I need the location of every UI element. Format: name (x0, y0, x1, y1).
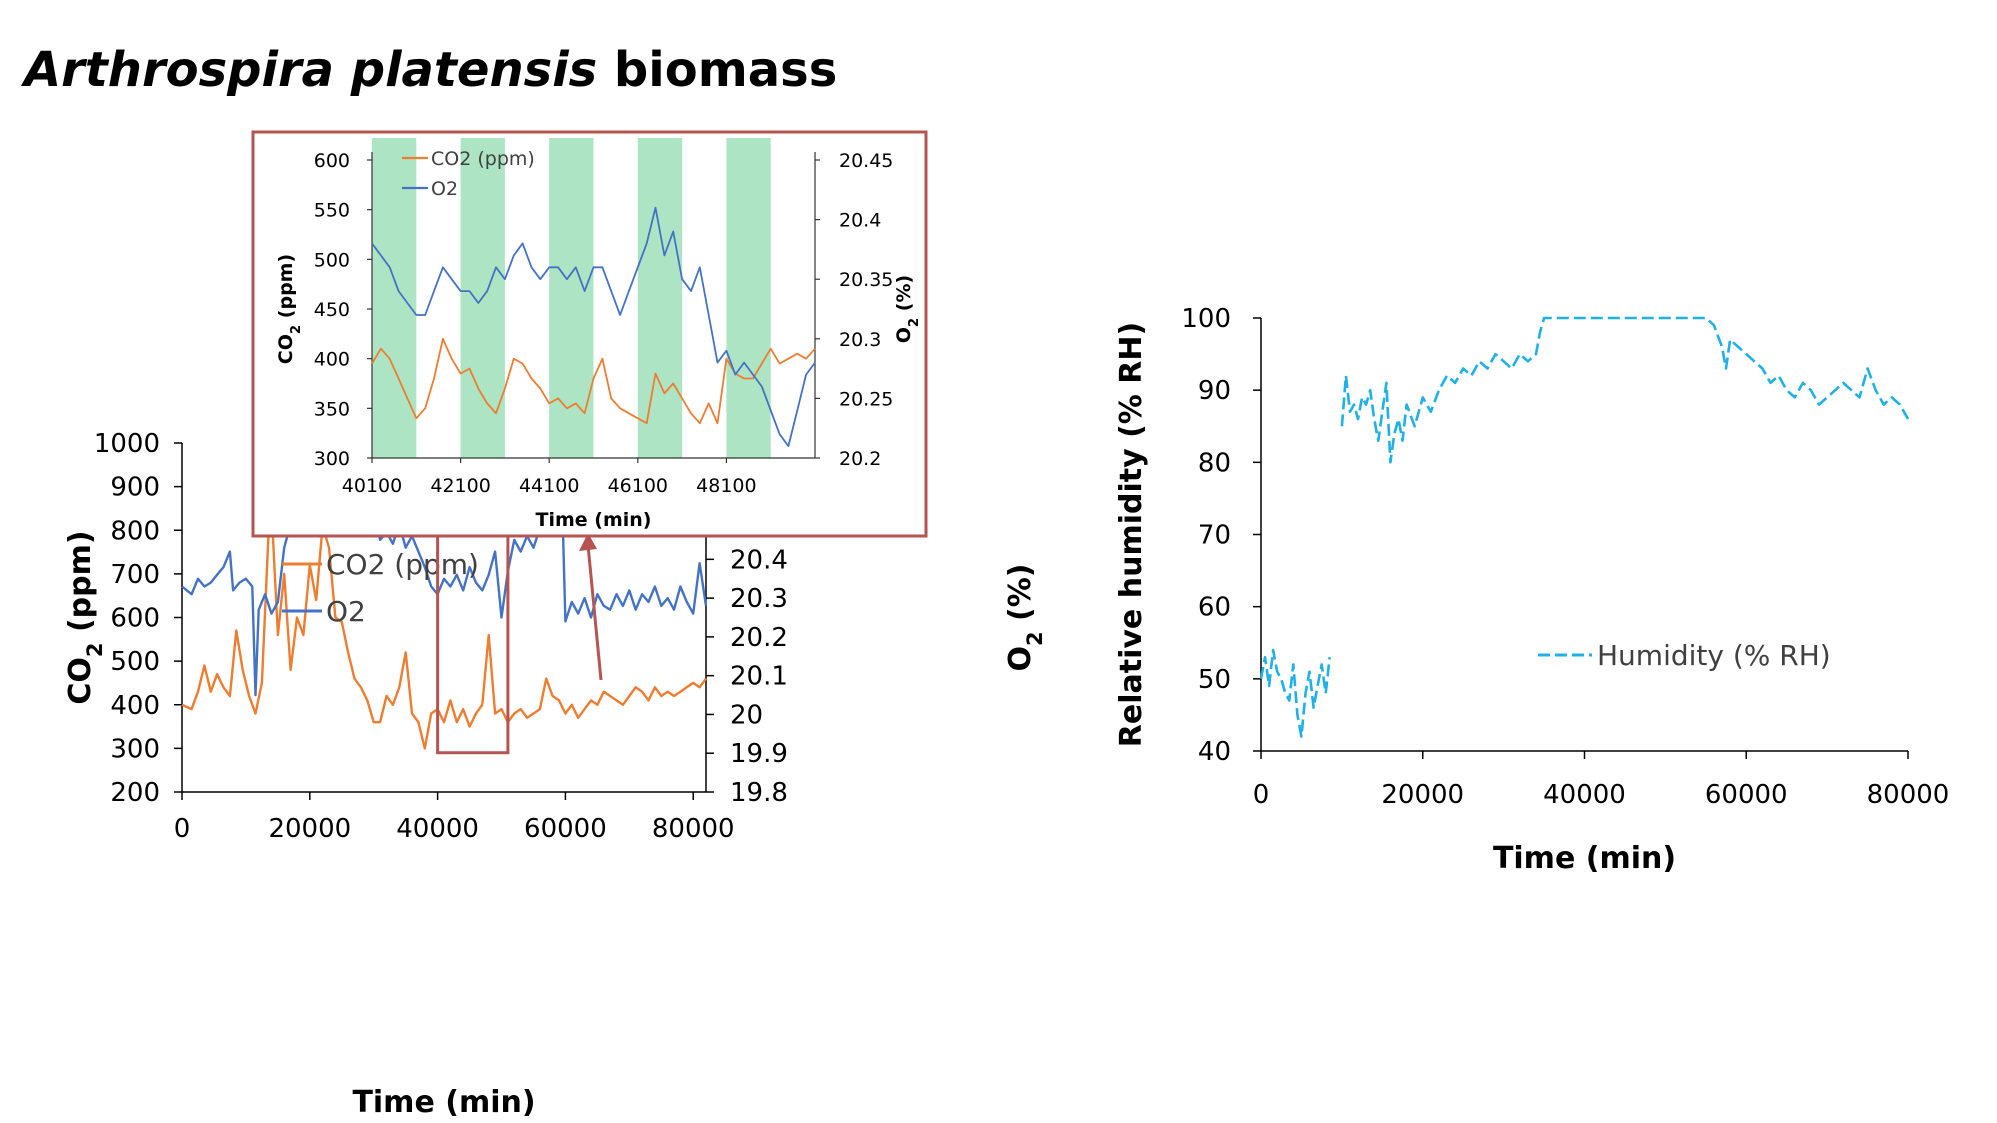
y-tick-label: 800 (110, 516, 160, 546)
inset-x-axis-title: Time (min) (536, 509, 652, 531)
light-period-band (372, 138, 417, 458)
x-axis-title: Time (min) (352, 1085, 535, 1120)
legend-label: O2 (326, 595, 366, 628)
y-tick-label: 300 (110, 734, 160, 764)
humidity-y-tick-label: 80 (1198, 448, 1231, 478)
y2-tick-label: 20 (730, 700, 763, 730)
humidity-y-axis-title: Relative humidity (% RH) (1114, 322, 1149, 747)
zoom-arrow-head (579, 533, 597, 551)
y2-tick-label: 19.9 (730, 739, 788, 769)
inset-y-tick-label: 600 (314, 150, 350, 172)
humidity-y-tick-label: 40 (1198, 737, 1231, 767)
light-period-band (726, 138, 771, 458)
inset-x-tick-label: 42100 (430, 475, 490, 497)
inset-y2-tick-label: 20.45 (839, 150, 893, 172)
inset-legend-label: CO2 (ppm) (431, 148, 535, 170)
y-tick-label: 400 (110, 691, 160, 721)
inset-x-tick-label: 44100 (519, 475, 579, 497)
axis-title: CO2 (ppm) (63, 530, 107, 704)
axis-title: O2 (%) (1003, 563, 1047, 671)
light-period-band (637, 138, 683, 458)
light-period-band (549, 138, 594, 458)
inset-y2-tick-label: 20.3 (839, 329, 881, 351)
humidity-x-tick-label: 20000 (1381, 780, 1464, 810)
series-line-co2 (181, 507, 707, 750)
inset-y-tick-label: 500 (314, 249, 350, 271)
humidity-series-line (1259, 316, 1910, 738)
inset-x-tick-label: 48100 (696, 475, 756, 497)
axis-title: CO2 (ppm) (275, 254, 304, 364)
legend-label: CO2 (ppm) (326, 548, 479, 581)
x-tick-label: 0 (174, 814, 191, 844)
page-title: Arthrospira platensis biomass (24, 42, 837, 98)
page-title-rest: biomass (597, 42, 838, 98)
y-tick-label: 200 (110, 778, 160, 808)
y2-tick-label: 20.2 (730, 623, 788, 653)
inset-y2-tick-label: 20.35 (839, 269, 893, 291)
y2-tick-label: 20.1 (730, 662, 788, 692)
y2-tick-label: 20.4 (730, 545, 788, 575)
x-tick-label: 20000 (268, 814, 351, 844)
y-tick-label: 700 (110, 560, 160, 590)
humidity-y-tick-label: 90 (1198, 376, 1231, 406)
y2-tick-label: 19.8 (730, 778, 788, 808)
inset-y-tick-label: 350 (314, 398, 350, 420)
inset-y-tick-label: 550 (314, 200, 350, 222)
zoom-highlight-box (436, 502, 510, 755)
humidity-x-tick-label: 60000 (1705, 780, 1788, 810)
inset-series-line-co2 (371, 337, 816, 425)
humidity-chart: 40 50 60 70 80 90 100 0 20000 40000 60000 80000 Time… (1114, 304, 1949, 876)
humidity-x-axis-title: Time (min) (1493, 841, 1676, 876)
humidity-x-tick-label: 80000 (1867, 780, 1950, 810)
inset-y2-tick-label: 20.2 (839, 448, 881, 470)
humidity-y-tick-label: 60 (1198, 593, 1231, 623)
humidity-x-tick-label: 40000 (1543, 780, 1626, 810)
inset-y-tick-label: 300 (314, 448, 350, 470)
axis-title: O2 (%) (893, 275, 922, 343)
inset-chart: 300 350 400 450 500 550 600 20.2 20.25 20.3 20.35 2… (251, 130, 928, 538)
humidity-y-tick-label: 50 (1198, 665, 1231, 695)
x-tick-label: 40000 (396, 814, 479, 844)
inset-y-tick-label: 450 (314, 299, 350, 321)
page-title-italic: Arthrospira platensis (24, 42, 598, 98)
humidity-y-tick-label: 100 (1181, 304, 1231, 334)
x-tick-label: 80000 (652, 814, 735, 844)
y-tick-label: 600 (110, 604, 160, 634)
humidity-x-tick-label: 0 (1253, 780, 1270, 810)
series-line-o2 (181, 480, 708, 697)
humidity-y-tick-label: 70 (1198, 521, 1231, 551)
y-tick-label: 500 (110, 647, 160, 677)
y-tick-label: 900 (110, 473, 160, 503)
zoom-arrow-line (586, 544, 603, 681)
inset-x-tick-label: 40100 (342, 475, 402, 497)
inset-y2-tick-label: 20.4 (839, 210, 881, 232)
y-tick-label: 1000 (94, 429, 160, 459)
x-tick-label: 60000 (524, 814, 607, 844)
inset-y2-tick-label: 20.25 (839, 388, 893, 410)
inset-x-tick-label: 46100 (608, 475, 668, 497)
inset-y-tick-label: 400 (314, 349, 350, 371)
inset-legend-label: O2 (431, 178, 458, 200)
y2-tick-label: 20.3 (730, 584, 788, 614)
inset-series-line-o2 (371, 206, 816, 447)
humidity-legend-label: Humidity (% RH) (1597, 639, 1831, 672)
